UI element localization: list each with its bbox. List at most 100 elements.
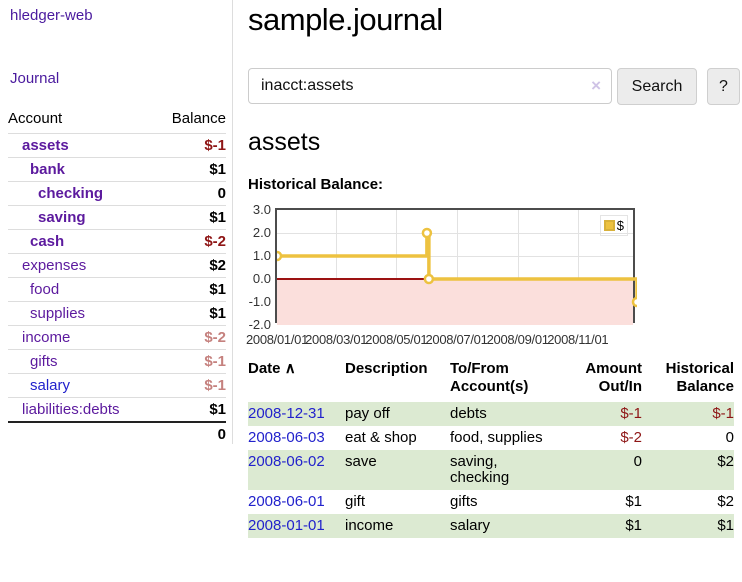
y-axis-tick-label: -1.0 [248,294,271,309]
x-axis-tick-label: 2008/01/01 [245,332,309,347]
transaction-date-link[interactable]: 2008-06-03 [248,429,325,446]
sidebar: hledger-web Journal Account Balance asse… [0,0,233,446]
account-row: gifts $-1 [8,349,226,374]
date-column-header[interactable]: Date ∧ [248,360,296,377]
sort-ascending-icon: ∧ [284,360,296,377]
transaction-balance: $-1 [712,405,734,422]
transaction-description: pay off [345,405,390,422]
account-row: food $1 [8,277,226,302]
account-row: checking 0 [8,181,226,206]
horizontal-gridline [277,233,633,234]
account-balance: $-1 [154,373,226,398]
transaction-accounts: food, supplies [450,429,543,446]
transaction-description: income [345,517,394,534]
vertical-gridline [517,210,519,321]
account-link-assets[interactable]: assets [22,137,69,154]
help-button[interactable]: ? [707,68,740,105]
register-row: 2008-06-03 eat & shop food, supplies $-2… [248,426,734,450]
account-row: bank $1 [8,157,226,182]
account-balance: $1 [154,301,226,326]
y-axis-tick-label: 1.0 [252,248,271,263]
transaction-amount: $-1 [620,405,642,422]
historical-balance-chart: $ 3.0 2.0 1.0 0.0 -1.0 -2.0 2008/01/01 2008/03/… [246,200,718,350]
data-point-marker [421,227,433,239]
transaction-date-link[interactable]: 2008-01-01 [248,517,325,534]
brand-link[interactable]: hledger-web [10,7,93,24]
legend-label: $ [616,218,624,233]
x-axis-tick-label: 2008/05/01 [365,332,428,347]
account-link-cash[interactable]: cash [30,233,65,250]
balance-column-header: Balance [171,110,226,127]
account-link-food[interactable]: food [30,281,60,298]
account-balance: $1 [154,277,226,302]
data-point-marker [277,250,283,262]
account-balance: $-1 [154,349,226,374]
x-axis-tick-label: 2008/07/01 [425,332,488,347]
account-balance: $2 [154,253,226,278]
transaction-amount: 0 [633,453,642,470]
transaction-balance: $1 [717,517,734,534]
transaction-date-link[interactable]: 2008-06-01 [248,493,325,510]
vertical-gridline [577,210,579,321]
chart-plot: $ [275,208,637,325]
chart-legend: $ [599,215,628,236]
negative-region [277,280,633,325]
register-row: 2008-12-31 pay off debts $-1 $-1 [248,402,734,426]
account-tree: Account Balance assets $-1 bank $1 check… [8,106,226,446]
register-row: 2008-06-01 gift gifts $1 $2 [248,490,734,514]
account-link-liabilities-debts[interactable]: liabilities:debts [22,401,120,418]
account-link-income[interactable]: income [22,329,71,346]
account-row: cash $-2 [8,229,226,254]
search-button[interactable]: Search [617,68,697,105]
account-heading: assets [248,128,321,156]
account-link-supplies[interactable]: supplies [30,305,86,322]
y-axis-tick-label: -2.0 [248,317,271,332]
amount-column-header: Amount Out/In [585,360,642,395]
register-row: 2008-01-01 income salary $1 $1 [248,514,734,538]
account-link-bank[interactable]: bank [30,161,66,178]
description-column-header: Description [345,360,428,377]
account-total-row: 0 [8,421,226,446]
transaction-date-link[interactable]: 2008-06-02 [248,453,325,470]
account-balance: $1 [154,205,226,230]
account-row: assets $-1 [8,133,226,158]
account-balance: $1 [154,157,226,182]
y-axis-tick-label: 2.0 [252,225,271,240]
clear-search-icon[interactable]: × [591,76,601,95]
register-table: Date ∧ Description To/From Account(s) Am… [248,358,734,538]
vertical-gridline [456,210,458,321]
legend-swatch [603,220,615,231]
transaction-accounts: saving, checking [450,453,510,486]
account-balance: $-2 [154,229,226,254]
account-row: saving $1 [8,205,226,230]
account-link-salary[interactable]: salary [30,377,71,394]
horizontal-gridline [277,256,633,257]
transaction-description: eat & shop [345,429,417,446]
sidebar-item-journal[interactable]: Journal [10,70,60,87]
data-point-marker [631,296,637,308]
transaction-accounts: salary [450,517,491,534]
x-axis-tick-label: 2008/11/01 [547,332,609,347]
vertical-gridline [396,210,398,321]
data-point-marker [423,273,435,285]
register-row: 2008-06-02 save saving, checking 0 $2 [248,450,734,490]
account-link-checking[interactable]: checking [38,185,104,202]
search-input[interactable] [248,68,612,104]
transaction-amount: $1 [625,493,642,510]
register-header-row: Date ∧ Description To/From Account(s) Am… [248,358,734,402]
account-row: income $-2 [8,325,226,350]
x-axis-tick-label: 2008/09/01 [486,332,549,347]
accounts-column-header: To/From Account(s) [450,360,529,395]
balance-column-header: Historical Balance [665,360,734,395]
transaction-description: gift [345,493,366,510]
transaction-balance: $2 [717,493,734,510]
account-balance: $-2 [154,325,226,350]
transaction-date-link[interactable]: 2008-12-31 [248,405,325,422]
page-title: sample.journal [248,2,443,37]
account-link-expenses[interactable]: expenses [22,257,87,274]
transaction-balance: 0 [725,429,734,446]
chart-title: Historical Balance: [248,176,384,193]
account-link-gifts[interactable]: gifts [30,353,58,370]
account-link-saving[interactable]: saving [38,209,86,226]
x-axis-tick-label: 2008/03/01 [305,332,368,347]
